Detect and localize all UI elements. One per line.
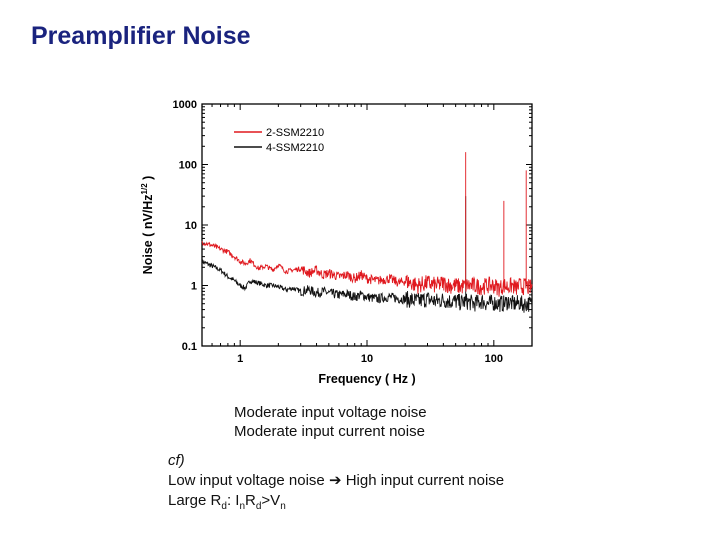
comparison-notes: cf) Low input voltage noise ➔ High input… <box>168 451 504 517</box>
y-axis-label-main: Noise ( nV/Hz <box>141 194 155 274</box>
arrow-right-icon: ➔ <box>328 472 342 489</box>
cf-line2-prefix: Large R <box>168 492 222 509</box>
cf-line2-mid1: : I <box>226 492 240 509</box>
legend: 2-SSM2210 4-SSM2210 <box>234 127 324 154</box>
series-group <box>201 152 533 313</box>
cf-line-2: Large Rd: InRd>Vn <box>168 491 504 517</box>
cf-line2-mid3: >V <box>261 492 281 509</box>
x-tick-label: 100 <box>485 353 503 365</box>
x-axis-label: Frequency ( Hz ) <box>318 372 415 386</box>
cf-line-1: Low input voltage noise ➔ High input cur… <box>168 471 504 491</box>
y-tick-label: 1000 <box>173 99 197 111</box>
noise-chart: 1 10 100 0.1 1 10 100 1000 2-SSM2210 4-SSM2210… <box>140 99 533 386</box>
y-tick-labels: 0.1 1 10 100 1000 <box>173 99 197 353</box>
note-voltage-noise: Moderate input voltage noise <box>234 404 427 421</box>
plot-area <box>201 103 533 347</box>
series-line-2-ssm2210 <box>201 152 533 297</box>
legend-label-4-ssm2210: 4-SSM2210 <box>266 142 324 154</box>
y-axis-label-sup: 1/2 <box>140 183 149 195</box>
page-title: Preamplifier Noise <box>31 22 251 50</box>
cf-line1-right: High input current noise <box>345 472 505 489</box>
x-tick-label: 10 <box>361 353 373 365</box>
y-tick-label: 10 <box>185 220 197 232</box>
y-axis-label-end: ) <box>141 176 155 184</box>
notes: Moderate input voltage noise Moderate in… <box>234 403 427 441</box>
legend-label-2-ssm2210: 2-SSM2210 <box>266 127 324 139</box>
axis-ticks <box>201 103 533 347</box>
cf-line1-left: Low input voltage noise <box>168 472 325 489</box>
cf-sub-d1: d <box>221 501 227 512</box>
y-axis-label: Noise ( nV/Hz1/2 ) <box>140 176 155 275</box>
note-current-noise: Moderate input current noise <box>234 423 425 440</box>
cf-sub-n2: n <box>280 501 286 512</box>
cf-label: cf) <box>168 452 185 469</box>
x-tick-labels: 1 10 100 <box>237 353 503 365</box>
y-tick-label: 100 <box>179 160 197 172</box>
cf-sub-n1: n <box>239 501 246 512</box>
cf-line2-mid2: R <box>245 492 256 509</box>
x-tick-label: 1 <box>237 353 243 365</box>
y-tick-label: 1 <box>191 281 197 293</box>
cf-sub-d2: d <box>255 501 262 512</box>
y-tick-label: 0.1 <box>182 341 197 353</box>
